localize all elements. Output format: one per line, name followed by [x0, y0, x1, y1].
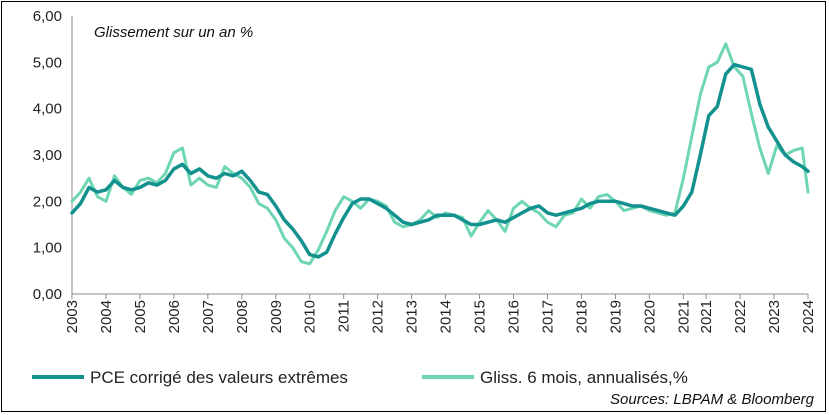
- x-tick-label: 2019: [607, 300, 624, 333]
- y-tick-label: 3,00: [33, 147, 62, 164]
- x-tick-label: 2014: [438, 300, 455, 333]
- x-tick-label: 2010: [302, 300, 319, 333]
- legend-label-gliss: Gliss. 6 mois, annualisés,%: [480, 368, 688, 387]
- x-tick-label: 2018: [573, 300, 590, 333]
- x-tick-label: 2007: [200, 300, 217, 333]
- y-tick-label: 6,00: [33, 8, 62, 25]
- x-axis: 2003 2004 2005 2006 2007 2008 2009 2010 2011 2012…: [64, 293, 817, 333]
- x-tick-label: 2003: [64, 300, 81, 333]
- x-tick-label: 2009: [268, 300, 285, 333]
- x-tick-label: 2012: [370, 300, 387, 333]
- x-tick-label: 2022: [732, 300, 749, 333]
- x-tick-label: 2021: [675, 300, 692, 333]
- y-tick-label: 5,00: [33, 54, 62, 71]
- x-tick-label: 2005: [132, 300, 149, 333]
- x-tick-label: 2004: [98, 300, 115, 333]
- x-tick-label: 2011: [336, 300, 353, 332]
- chart-annotation: Glissement sur un an %: [94, 24, 253, 41]
- y-axis: 0,00 1,00 2,00 3,00 4,00 5,00 6,00: [33, 8, 73, 303]
- source-note: Sources: LBPAM & Bloomberg: [610, 391, 815, 408]
- legend: PCE corrigé des valeurs extrêmes Gliss. …: [32, 368, 688, 387]
- x-tick-label: 2015: [472, 300, 489, 333]
- x-tick-label: 2024: [800, 300, 817, 333]
- series-line-gliss: [70, 42, 810, 266]
- x-tick-label: 2006: [166, 300, 183, 333]
- y-tick-label: 2,00: [33, 193, 62, 210]
- y-tick-label: 0,00: [33, 286, 62, 303]
- x-tick-label: 2013: [404, 300, 421, 333]
- x-tick-label: 2016: [506, 300, 523, 333]
- series-line-pce: [70, 62, 810, 259]
- x-tick-label: 2021: [698, 300, 715, 333]
- y-tick-label: 4,00: [33, 101, 62, 118]
- x-tick-label: 2020: [641, 300, 658, 333]
- series-layer: [70, 42, 810, 266]
- x-tick-label: 2023: [766, 300, 783, 333]
- legend-label-pce: PCE corrigé des valeurs extrêmes: [90, 368, 348, 387]
- x-tick-label: 2017: [539, 300, 556, 333]
- y-tick-label: 1,00: [33, 240, 62, 257]
- x-tick-label: 2008: [234, 300, 251, 333]
